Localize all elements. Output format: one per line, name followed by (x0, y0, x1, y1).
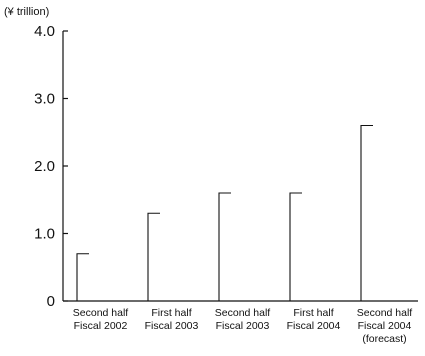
bar (360, 124, 373, 301)
x-tick-label: Second half Fiscal 2002 (73, 307, 129, 332)
bar (218, 192, 231, 301)
y-tick-label: 3.0 (34, 91, 55, 108)
x-tick-label-line: Fiscal 2003 (216, 320, 270, 332)
y-tick-label: 0 (47, 293, 55, 310)
x-tick-label: First half Fiscal 2004 (287, 307, 341, 332)
x-tick-label: First half Fiscal 2003 (145, 307, 199, 332)
bar (147, 212, 160, 301)
x-tick-label-line: Second half (357, 307, 413, 319)
y-tick-label: 2.0 (34, 158, 55, 175)
y-axis-unit-label: (¥ trillion) (4, 6, 49, 18)
x-tick-label-line: Fiscal 2004 (287, 320, 341, 332)
x-tick-label-line: First half (151, 307, 191, 319)
x-tick-label-line: Second half (215, 307, 271, 319)
x-tick-label-line: Fiscal 2002 (74, 320, 128, 332)
x-tick-label-line: Fiscal 2003 (145, 320, 199, 332)
bars (76, 124, 373, 301)
y-tick-label: 4.0 (34, 23, 55, 40)
x-tick-label-line: (forecast) (362, 333, 406, 345)
x-tick-label: Second half Fiscal 2003 (215, 307, 271, 332)
bar (289, 192, 302, 301)
y-tick-label: 1.0 (34, 226, 55, 243)
chart-axes (62, 31, 418, 302)
bar (76, 253, 89, 301)
y-axis-ticks: 0 1.0 2.0 3.0 4.0 (34, 23, 68, 310)
x-tick-label: Second half Fiscal 2004 (forecast) (357, 307, 413, 345)
x-tick-label-line: Fiscal 2004 (358, 320, 412, 332)
x-tick-label-line: First half (293, 307, 333, 319)
x-tick-label-line: Second half (73, 307, 129, 319)
